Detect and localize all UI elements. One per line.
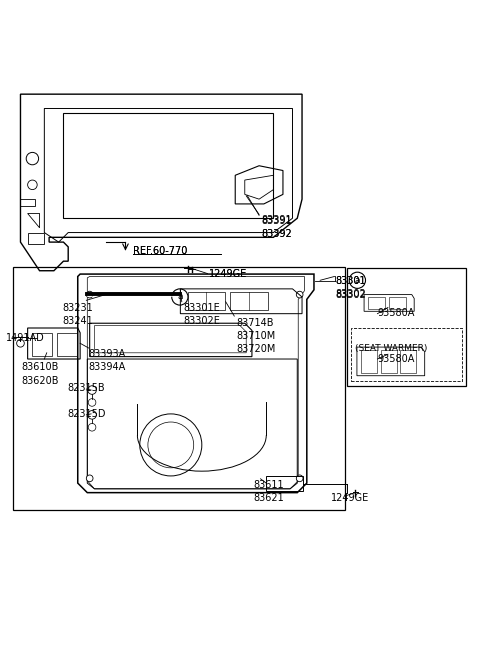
Circle shape (296, 291, 303, 298)
Text: a: a (177, 293, 182, 302)
Text: 83714B
83710M
83720M: 83714B 83710M 83720M (236, 318, 276, 354)
Bar (266, 476, 303, 491)
Bar (351, 328, 462, 381)
Bar (21, 199, 35, 206)
Circle shape (86, 291, 93, 298)
Text: 83610B
83620B: 83610B 83620B (22, 362, 59, 386)
Text: (SEAT WARMER): (SEAT WARMER) (355, 344, 427, 354)
Bar (389, 297, 406, 310)
Text: 83301E
83302E: 83301E 83302E (184, 303, 221, 327)
Text: 93580A: 93580A (377, 308, 415, 318)
Bar (188, 292, 225, 310)
Text: 82315D: 82315D (67, 409, 106, 419)
Bar (400, 350, 416, 373)
Bar (33, 333, 52, 356)
Text: 83301
83302: 83301 83302 (336, 276, 366, 300)
Text: 83391
83392: 83391 83392 (262, 216, 292, 239)
Text: 82315B: 82315B (67, 383, 105, 393)
Text: 1491AD: 1491AD (6, 333, 45, 342)
Bar (230, 292, 268, 310)
Bar (368, 297, 385, 310)
Text: 1249GE: 1249GE (209, 268, 247, 279)
Text: 83301
83302: 83301 83302 (336, 276, 366, 298)
Circle shape (86, 475, 93, 482)
Bar (57, 333, 77, 356)
Text: REF.60-770: REF.60-770 (132, 246, 187, 256)
Text: 83391
83392: 83391 83392 (262, 215, 292, 239)
Bar (13, 267, 345, 510)
Text: 1249GE: 1249GE (331, 493, 369, 503)
Text: 83231
83241: 83231 83241 (62, 303, 93, 327)
Text: 93580A: 93580A (377, 354, 415, 363)
Text: 1249GE: 1249GE (209, 268, 247, 279)
Text: 83393A
83394A: 83393A 83394A (88, 349, 125, 372)
Bar (348, 268, 466, 386)
Text: REF.60-770: REF.60-770 (132, 246, 187, 256)
Text: 83611
83621: 83611 83621 (253, 480, 284, 503)
Text: a: a (355, 276, 360, 285)
Circle shape (296, 475, 303, 482)
Bar (361, 350, 377, 373)
Bar (381, 350, 396, 373)
